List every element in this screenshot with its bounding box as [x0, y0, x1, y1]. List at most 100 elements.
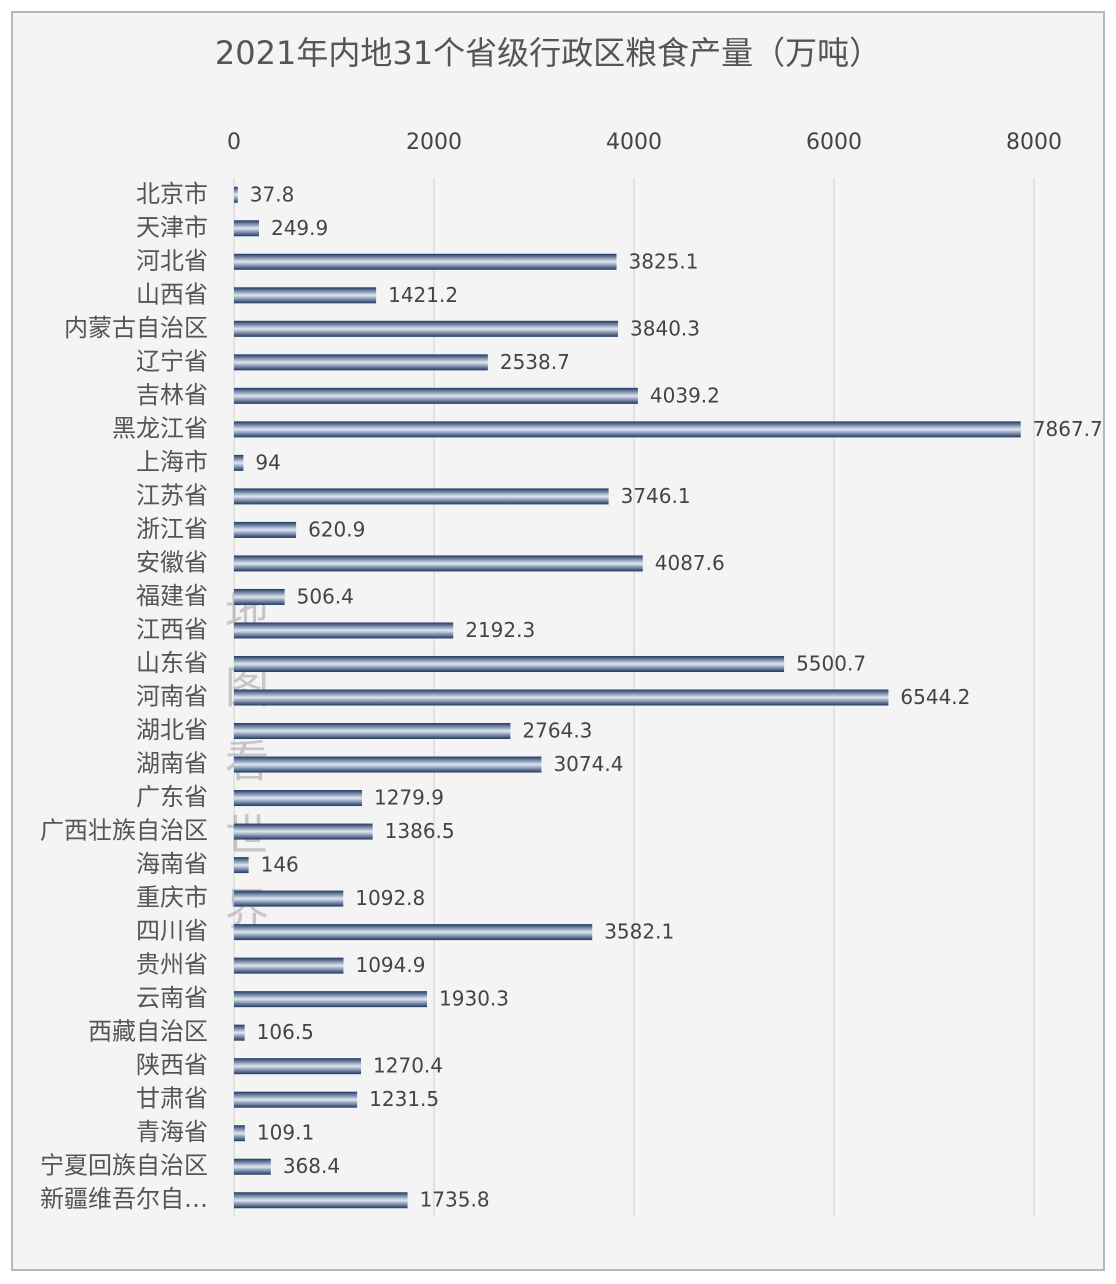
data-label: 1421.2 — [388, 283, 458, 307]
data-label: 94 — [255, 450, 280, 474]
bar — [234, 1024, 245, 1041]
bar — [234, 655, 785, 672]
y-tick-label: 福建省 — [136, 582, 208, 610]
bar — [234, 1058, 362, 1075]
data-label: 3074.4 — [553, 752, 623, 776]
data-label: 368.4 — [283, 1154, 340, 1178]
data-label: 506.4 — [297, 584, 354, 608]
bar — [234, 622, 454, 639]
bar — [234, 555, 643, 572]
y-tick-label: 海南省 — [136, 850, 208, 878]
data-label: 5500.7 — [796, 651, 866, 675]
y-tick-label: 湖北省 — [136, 716, 208, 744]
bar — [234, 220, 259, 237]
bar — [234, 890, 344, 907]
y-tick-label: 重庆市 — [136, 884, 208, 912]
data-label: 4039.2 — [650, 383, 720, 407]
data-label: 2192.3 — [465, 618, 535, 642]
bar — [234, 588, 285, 605]
data-label: 1386.5 — [385, 819, 455, 843]
data-label: 1094.9 — [355, 953, 425, 977]
chart-title: 2021年内地31个省级行政区粮食产量（万吨） — [215, 34, 881, 72]
bar — [234, 253, 617, 270]
bar — [234, 1192, 408, 1209]
y-tick-label: 上海市 — [136, 448, 208, 476]
x-tick-label: 0 — [227, 130, 241, 155]
x-tick-label: 6000 — [806, 130, 862, 155]
y-tick-label: 江苏省 — [136, 481, 208, 509]
bar — [234, 823, 373, 840]
bar — [234, 287, 377, 304]
y-tick-label: 四川省 — [136, 917, 208, 945]
y-tick-label: 辽宁省 — [136, 347, 208, 375]
bar — [234, 521, 297, 538]
data-label: 7867.7 — [1033, 417, 1103, 441]
y-tick-label: 河北省 — [136, 247, 208, 275]
y-tick-label: 湖南省 — [136, 750, 208, 778]
y-tick-label: 黑龙江省 — [112, 414, 208, 442]
data-label: 620.9 — [308, 517, 365, 541]
data-label: 3746.1 — [621, 484, 691, 508]
y-tick-label: 云南省 — [136, 984, 208, 1012]
data-label: 3582.1 — [604, 920, 674, 944]
y-tick-label: 河南省 — [136, 683, 208, 711]
y-tick-label: 浙江省 — [136, 515, 208, 543]
x-tick-label: 8000 — [1006, 130, 1062, 155]
y-tick-label: 青海省 — [136, 1118, 208, 1146]
bar — [234, 857, 249, 874]
y-tick-label: 江西省 — [136, 615, 208, 643]
bar — [234, 756, 542, 773]
bar — [234, 186, 238, 203]
y-tick-label: 新疆维吾尔自… — [40, 1185, 208, 1213]
y-tick-label: 山西省 — [136, 280, 208, 308]
bar — [234, 320, 619, 337]
bar — [234, 689, 889, 706]
data-label: 6544.2 — [900, 685, 970, 709]
bar — [234, 1158, 271, 1175]
data-label: 249.9 — [271, 216, 328, 240]
y-tick-label: 广西壮族自治区 — [40, 817, 208, 845]
bar — [234, 454, 244, 471]
data-label: 1092.8 — [355, 886, 425, 910]
data-label: 2538.7 — [500, 350, 570, 374]
y-tick-label: 安徽省 — [136, 548, 208, 576]
bar — [234, 354, 488, 371]
bar — [234, 421, 1021, 438]
bar — [234, 991, 428, 1008]
y-tick-label: 甘肃省 — [136, 1085, 208, 1113]
data-label: 1231.5 — [369, 1087, 439, 1111]
chart-frame — [11, 11, 1105, 1271]
bar — [234, 1125, 245, 1142]
x-tick-label: 4000 — [606, 130, 662, 155]
y-tick-label: 吉林省 — [136, 381, 208, 409]
bar — [234, 790, 362, 807]
y-tick-label: 宁夏回族自治区 — [40, 1152, 208, 1180]
y-tick-label: 内蒙古自治区 — [64, 314, 208, 342]
data-label: 109.1 — [257, 1121, 314, 1145]
bar — [234, 387, 638, 404]
data-label: 4087.6 — [655, 551, 725, 575]
bar — [234, 723, 511, 740]
x-tick-label: 2000 — [406, 130, 462, 155]
data-label: 3840.3 — [630, 316, 700, 340]
data-label: 1735.8 — [420, 1188, 490, 1212]
y-tick-label: 天津市 — [136, 213, 208, 241]
bar — [234, 1091, 358, 1108]
y-tick-label: 贵州省 — [136, 951, 208, 979]
data-label: 106.5 — [257, 1020, 314, 1044]
bar — [234, 924, 593, 941]
data-label: 1270.4 — [373, 1054, 443, 1078]
data-label: 37.8 — [250, 182, 295, 206]
bar — [234, 957, 344, 974]
y-tick-label: 广东省 — [136, 783, 208, 811]
bar — [234, 488, 609, 505]
data-label: 2764.3 — [522, 719, 592, 743]
data-label: 3825.1 — [629, 249, 699, 273]
y-tick-label: 山东省 — [136, 649, 208, 677]
data-label: 146 — [261, 853, 299, 877]
data-label: 1279.9 — [374, 786, 444, 810]
data-label: 1930.3 — [439, 987, 509, 1011]
y-tick-label: 西藏自治区 — [88, 1018, 208, 1046]
y-tick-label: 北京市 — [136, 180, 208, 208]
